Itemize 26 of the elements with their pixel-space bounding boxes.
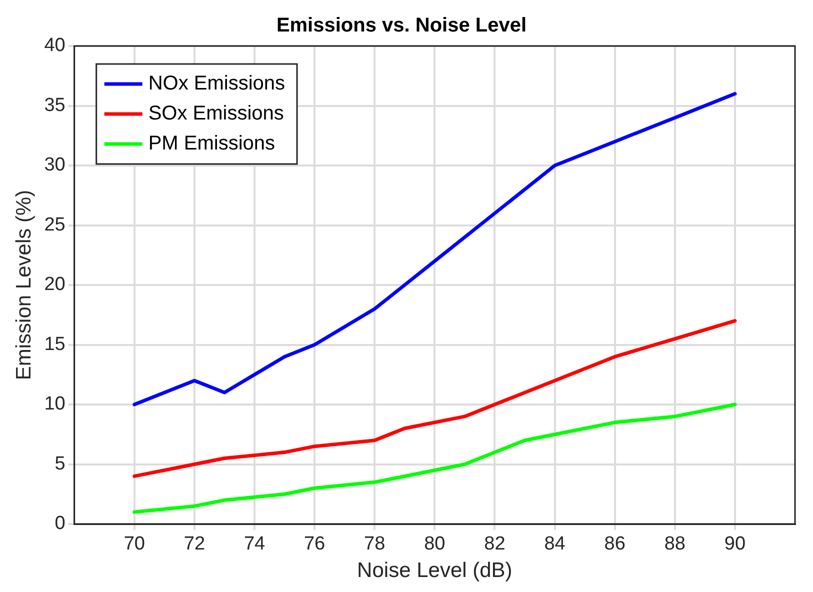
y-tick-label: 40 bbox=[44, 35, 66, 56]
y-axis-title: Emission Levels (%) bbox=[12, 190, 36, 380]
y-tick-label: 30 bbox=[44, 154, 66, 176]
legend-label: SOx Emissions bbox=[148, 102, 284, 125]
x-tick-label: 88 bbox=[664, 534, 686, 555]
x-tick-label: 90 bbox=[724, 534, 746, 555]
y-tick-label: 0 bbox=[54, 513, 66, 534]
y-tick-label: 35 bbox=[44, 94, 66, 116]
x-tick-label: 76 bbox=[304, 534, 326, 555]
y-tick-label: 25 bbox=[44, 214, 66, 236]
chart-title: Emissions vs. Noise Level bbox=[276, 14, 527, 37]
x-tick-label: 78 bbox=[364, 534, 386, 555]
x-tick-label: 70 bbox=[124, 534, 145, 555]
x-tick-label: 74 bbox=[244, 534, 266, 555]
y-tick-label: 15 bbox=[44, 334, 66, 355]
x-tick-label: 80 bbox=[424, 534, 446, 555]
legend-label: NOx Emissions bbox=[148, 72, 286, 95]
x-tick-label: 86 bbox=[604, 534, 626, 555]
y-tick-label: 20 bbox=[44, 274, 66, 296]
x-tick-label: 84 bbox=[544, 534, 566, 555]
legend-label: PM Emissions bbox=[148, 132, 276, 155]
x-axis-title: Noise Level (dB) bbox=[357, 559, 512, 582]
y-tick-label: 10 bbox=[44, 394, 66, 415]
y-tick-label: 5 bbox=[54, 453, 66, 474]
x-tick-label: 72 bbox=[184, 534, 206, 555]
x-tick-label: 82 bbox=[484, 534, 506, 555]
